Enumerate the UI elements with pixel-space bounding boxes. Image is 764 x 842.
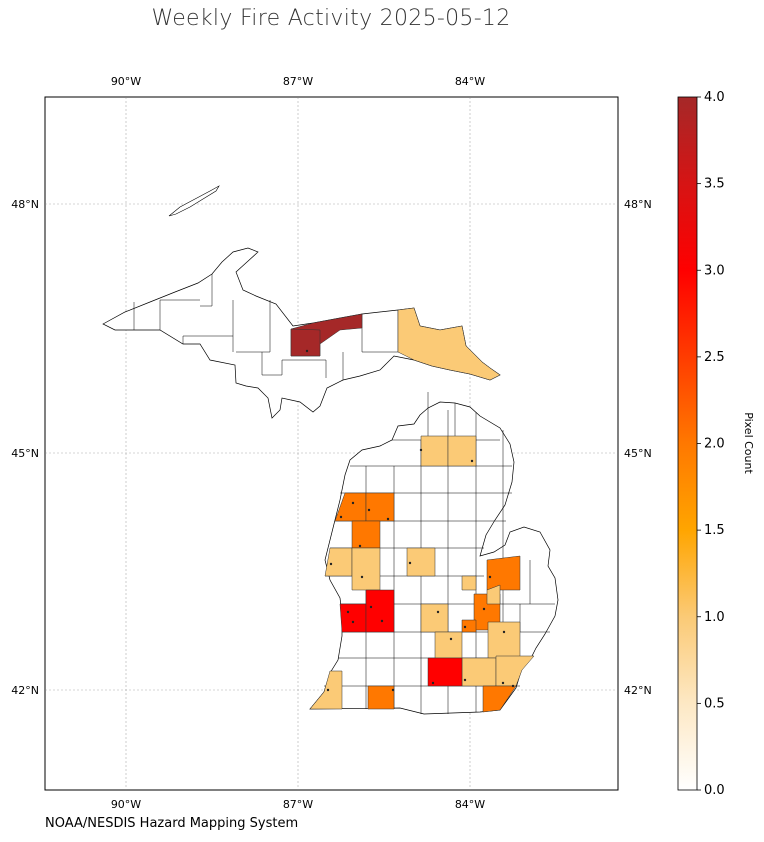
lat-label-right-48n: 48°N (624, 198, 652, 211)
lat-labels-right: 48°N 45°N 42°N (624, 198, 652, 697)
county-baraga (290, 328, 321, 357)
county-fills (290, 307, 535, 713)
county-hillsdale-lenawee (427, 657, 463, 687)
county-wexford (365, 492, 395, 522)
lon-label-bottom-87w: 87°W (283, 798, 313, 811)
county-chippewa (397, 307, 501, 381)
county-washtenaw-area (461, 657, 497, 687)
county-branch (367, 685, 395, 710)
county-ingham (420, 603, 449, 633)
colorbar-tick-label: 2.5 (704, 350, 725, 365)
isle-royale-shape (168, 185, 220, 217)
michigan-map (102, 185, 559, 715)
colorbar-tick-label: 3.0 (704, 263, 725, 278)
county-wayne (495, 655, 535, 687)
colorbar: 0.0 0.5 1.0 1.5 2.0 2.5 3.0 3.5 4.0 Pixel Count (677, 90, 755, 798)
county-newaygo (351, 547, 381, 591)
county-ottawa (339, 603, 367, 633)
county-oceana (324, 547, 353, 577)
lat-labels-left: 48°N 45°N 42°N (11, 198, 39, 697)
data-source-credit: NOAA/NESDIS Hazard Mapping System (45, 816, 299, 831)
fire-points (305, 349, 515, 692)
colorbar-tick-label: 0.5 (704, 696, 725, 711)
county-tuscola (461, 575, 477, 591)
county-gratiot (406, 547, 436, 577)
lon-labels-bottom: 90°W 87°W 84°W (111, 798, 485, 811)
county-macomb (487, 621, 521, 659)
county-presque-isle (447, 435, 477, 467)
lon-labels-top: 90°W 87°W 84°W (111, 75, 485, 88)
colorbar-label: Pixel Count (742, 412, 755, 474)
lat-label-right-45n: 45°N (624, 447, 652, 460)
lon-label-top-87w: 87°W (283, 75, 313, 88)
colorbar-tick-label: 1.0 (704, 610, 725, 625)
colorbar-tick-label: 4.0 (704, 90, 725, 105)
county-berrien (309, 670, 343, 710)
map-title: Weekly Fire Activity 2025-05-12 (151, 6, 511, 31)
county-st-clair-area (486, 584, 501, 605)
lon-label-bottom-90w: 90°W (111, 798, 141, 811)
county-kent (365, 589, 395, 633)
lat-label-left-45n: 45°N (11, 447, 39, 460)
lon-label-top-90w: 90°W (111, 75, 141, 88)
county-livingston (461, 619, 477, 633)
colorbar-tick-label: 0.0 (704, 783, 725, 798)
county-cheboygan (420, 435, 449, 467)
county-jackson (434, 631, 463, 659)
colorbar-ticks: 0.0 0.5 1.0 1.5 2.0 2.5 3.0 3.5 4.0 (697, 90, 725, 798)
lat-label-left-42n: 42°N (11, 684, 39, 697)
lat-label-left-48n: 48°N (11, 198, 39, 211)
lat-label-right-42n: 42°N (624, 684, 652, 697)
county-mecosta (351, 520, 381, 549)
county-sanilac (486, 555, 521, 591)
lon-label-top-84w: 84°W (455, 75, 485, 88)
colorbar-tick-label: 2.0 (704, 437, 725, 452)
county-monroe (482, 685, 517, 713)
colorbar-tick-label: 3.5 (704, 177, 725, 192)
colorbar-tick-label: 1.5 (704, 523, 725, 538)
colorbar-gradient (677, 96, 698, 791)
lon-label-bottom-84w: 84°W (455, 798, 485, 811)
